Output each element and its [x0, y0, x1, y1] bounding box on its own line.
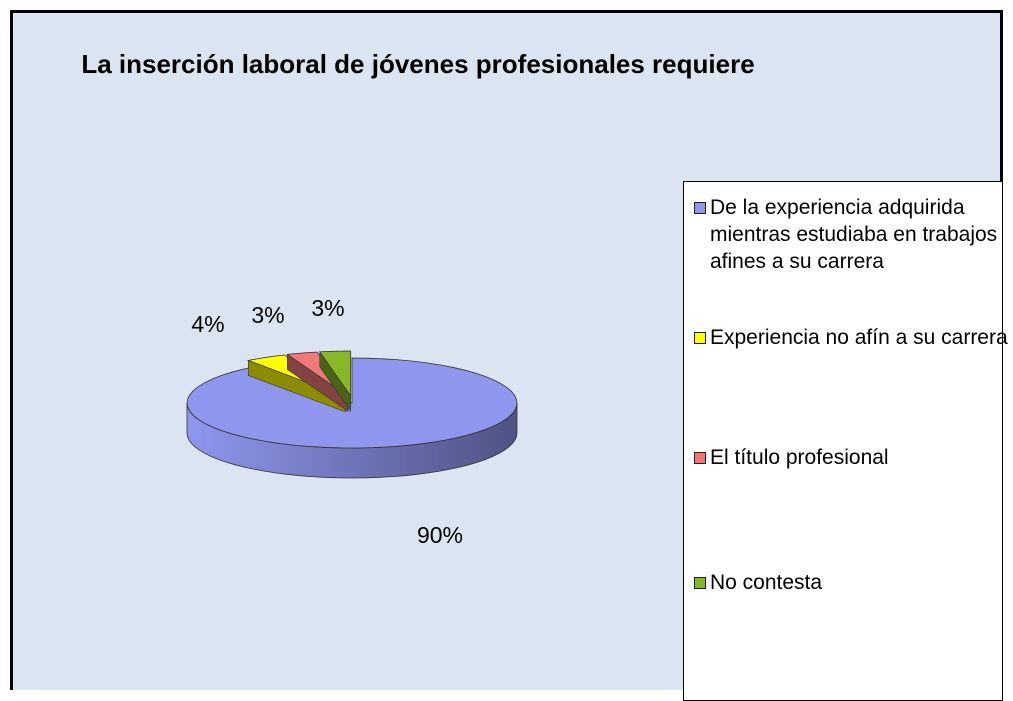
legend-item: No contesta [692, 569, 1010, 596]
legend-label: El título profesional [710, 446, 889, 469]
data-label: 3% [311, 295, 344, 321]
chart-title: La inserción laboral de jóvenes profesio… [81, 49, 755, 79]
legend-label: Experiencia no afín a su carrera [710, 326, 1008, 349]
pie-chart: 90% 4% 3% 3% [186, 295, 518, 548]
legend: De la experiencia adquirida mientras est… [683, 181, 1008, 701]
legend-swatch [694, 577, 706, 589]
data-label: 3% [251, 302, 284, 328]
page: {"chart_data": {"type": "pie", "title": … [10, 10, 1008, 701]
slice [186, 357, 518, 449]
slice-side [287, 353, 349, 412]
legend-item: El título profesional [692, 444, 1010, 471]
chart-area: La inserción laboral de jóvenes profesio… [10, 10, 1008, 701]
legend-label: De la experiencia adquirida mientras est… [710, 196, 998, 273]
data-label: 90% [417, 522, 463, 548]
legend-swatch [694, 452, 706, 464]
data-label: 4% [191, 311, 224, 337]
legend-swatch [694, 202, 706, 214]
legend-item: Experiencia no afín a su carrera [692, 324, 1010, 351]
legend-swatch [694, 332, 706, 344]
legend-item: De la experiencia adquirida mientras est… [692, 194, 1010, 275]
legend-label: No contesta [710, 571, 823, 594]
slice-side [319, 350, 351, 412]
